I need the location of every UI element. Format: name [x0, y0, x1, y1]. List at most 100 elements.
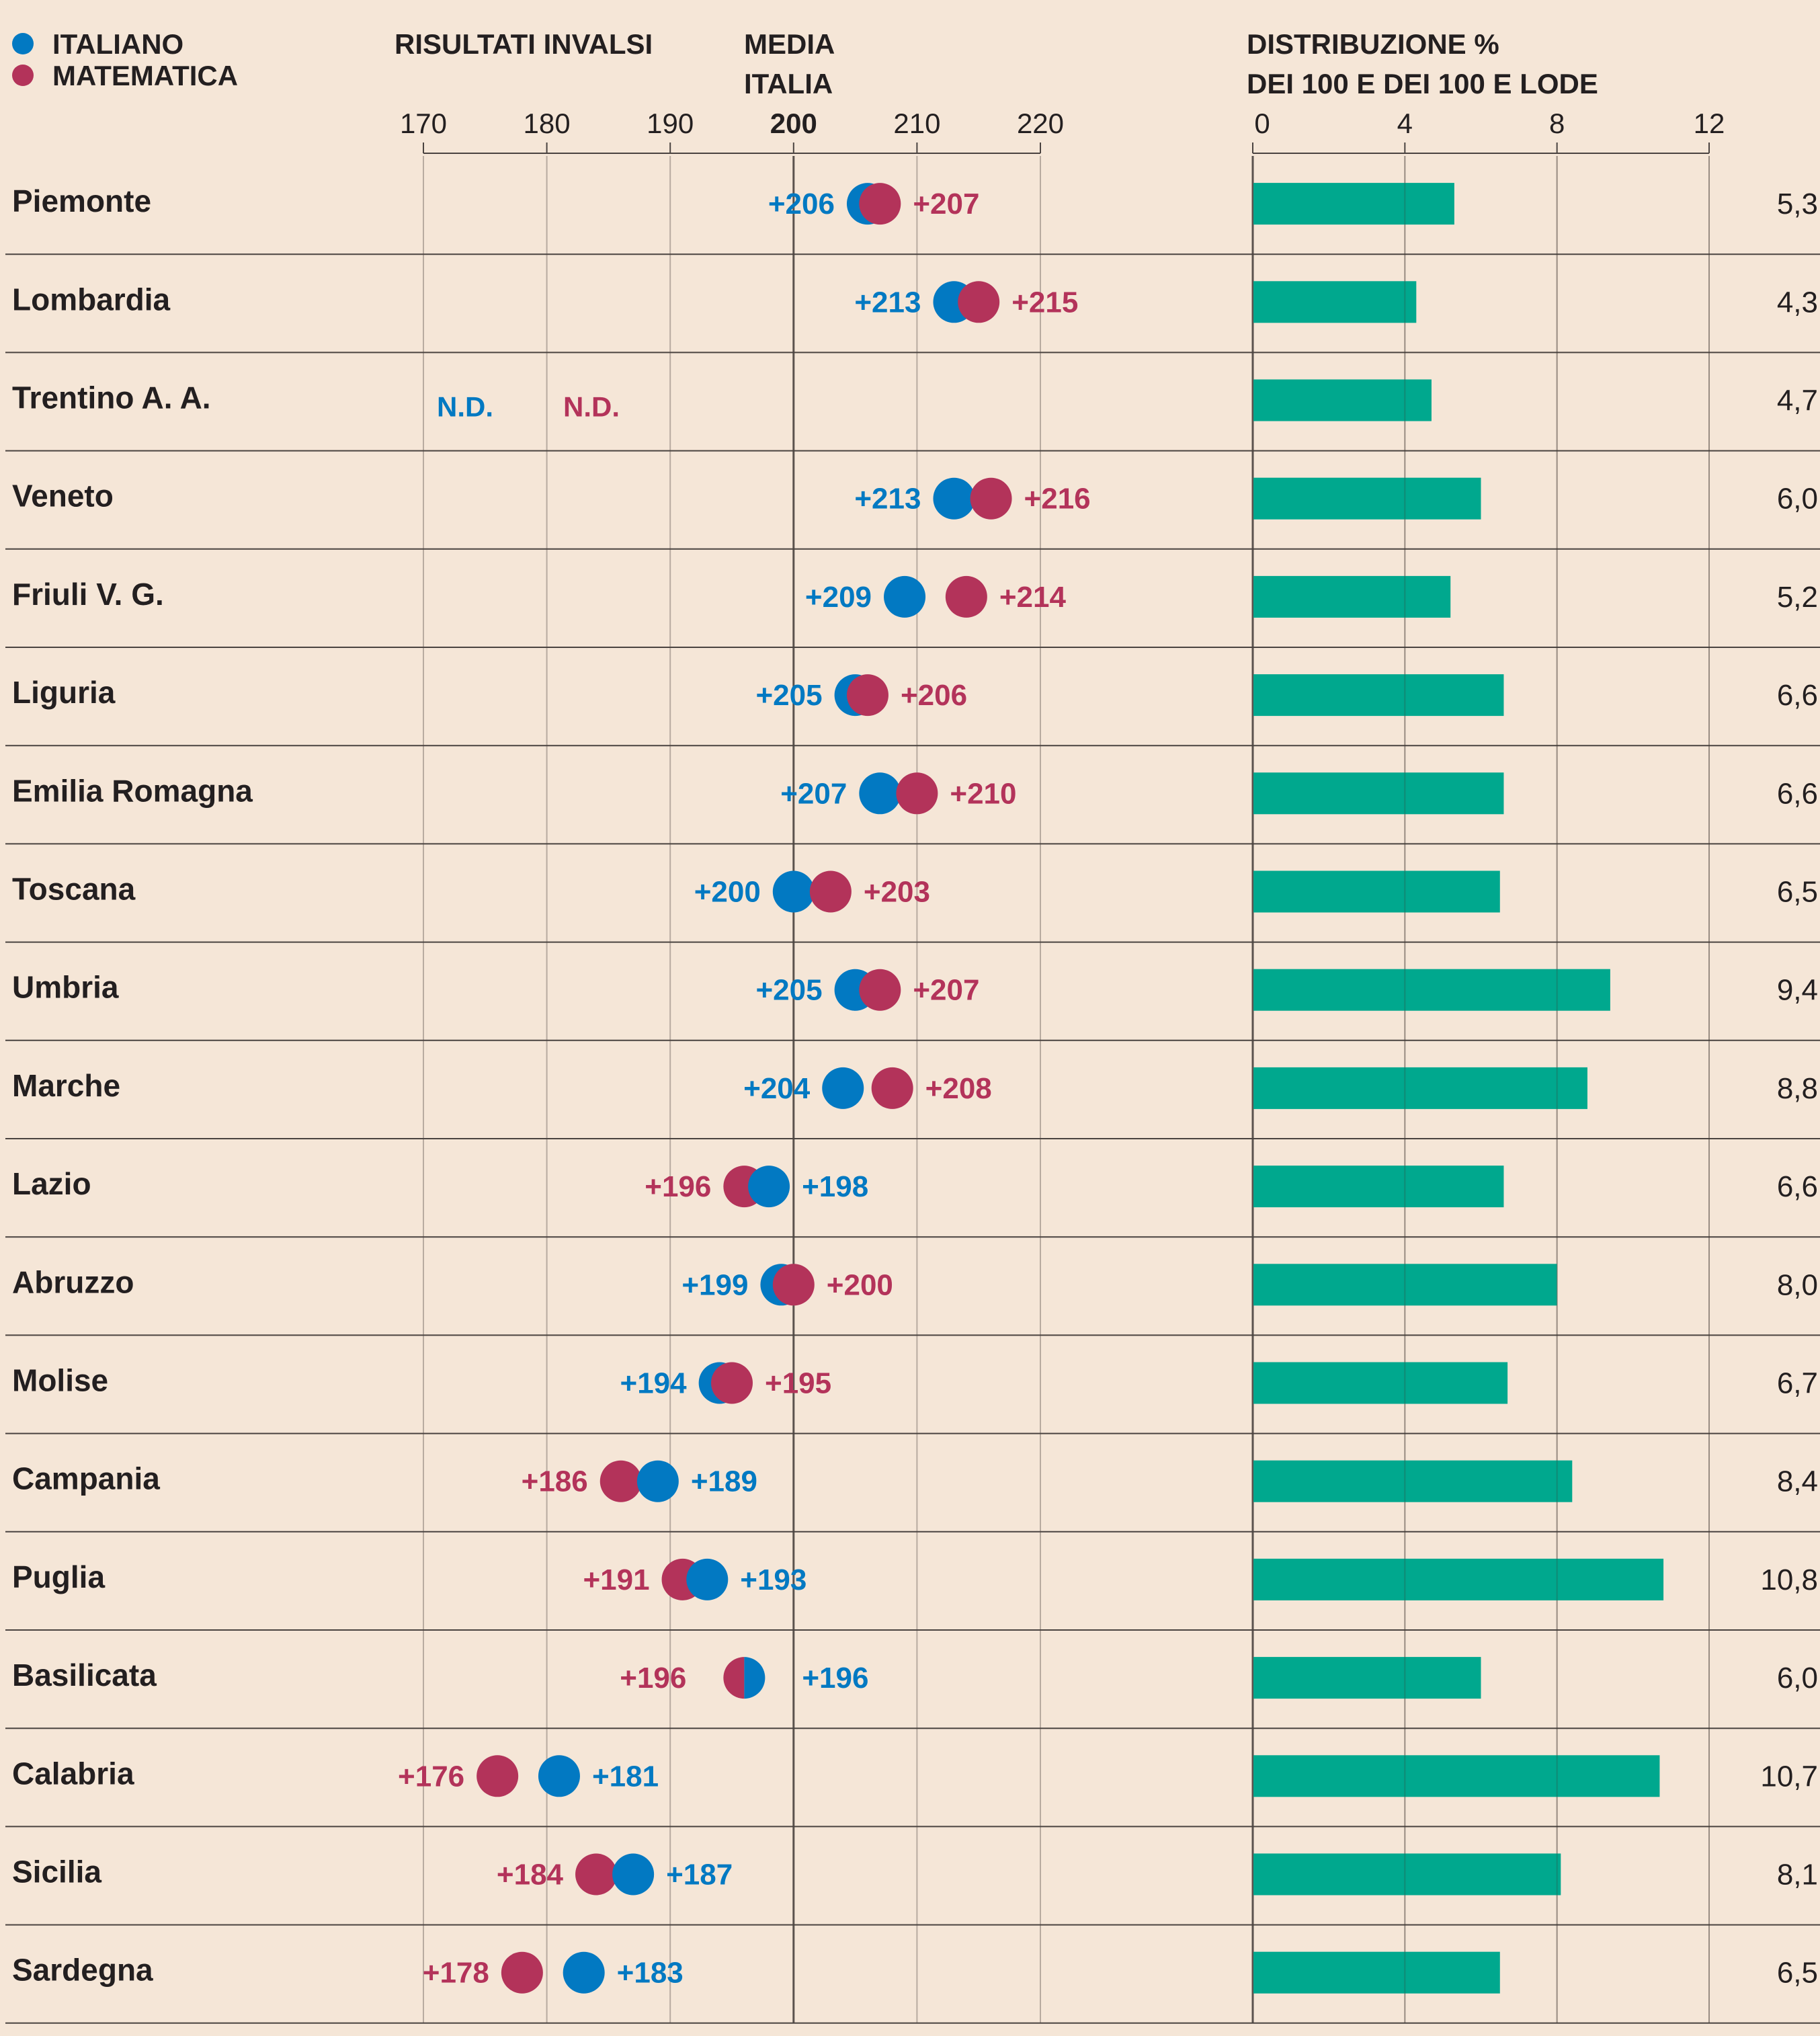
italiano-value-label: +187: [666, 1859, 733, 1891]
italiano-value-label: +213: [854, 483, 921, 516]
italiano-value-label: +206: [768, 188, 835, 220]
distribution-bar: [1253, 1460, 1573, 1502]
region-name: Veneto: [12, 479, 114, 514]
distribution-value-label: 8,8: [1777, 1072, 1818, 1105]
italiano-value-label: +199: [681, 1268, 748, 1301]
distribution-bar: [1253, 1166, 1504, 1208]
distribution-bar: [1253, 1853, 1561, 1896]
italiano-dot: [933, 477, 975, 520]
invalsi-tick-label: 170: [400, 108, 447, 139]
invalsi-tick-label: 190: [647, 108, 694, 139]
distribution-bar: [1253, 477, 1481, 520]
matematica-dot: [477, 1755, 519, 1797]
matematica-dot: [859, 969, 901, 1011]
region-row: Trentino A. A. N.D. N.D. 4,7: [5, 379, 1820, 452]
region-name: Abruzzo: [12, 1264, 134, 1299]
distribution-value-label: 4,3: [1777, 286, 1818, 319]
region-row: Campania +186 +189 8,4: [5, 1460, 1820, 1533]
region-name: Puglia: [12, 1559, 105, 1594]
distribution-bar: [1253, 183, 1454, 225]
region-row: Calabria +176 +181 10,7: [5, 1755, 1820, 1828]
matematica-value-label: +208: [925, 1072, 992, 1105]
distribution-value-label: 6,7: [1777, 1367, 1818, 1400]
region-row: Liguria +205 +206 6,6: [5, 674, 1820, 747]
distribution-bar: [1253, 1067, 1587, 1109]
distribution-value-label: 6,5: [1777, 1957, 1818, 1990]
distribution-value-label: 6,0: [1777, 1662, 1818, 1695]
region-row: Lombardia +213 +215 4,3: [5, 281, 1820, 354]
distribution-bar: [1253, 1264, 1557, 1306]
region-name: Emilia Romagna: [12, 773, 253, 808]
distribution-bar: [1253, 379, 1432, 421]
region-row: Emilia Romagna +207 +210 6,6: [5, 772, 1820, 845]
italiano-dot: [772, 870, 815, 913]
matematica-dot: [846, 674, 888, 717]
distribution-bar: [1253, 870, 1500, 913]
matematica-dot: [723, 1657, 745, 1699]
italiano-dot: [748, 1166, 790, 1208]
italiano-value-label: +181: [592, 1760, 659, 1793]
italiano-dot: [563, 1951, 605, 1994]
italiano-dot: [822, 1067, 864, 1109]
invalsi-tick-label: 220: [1017, 108, 1064, 139]
italiano-value-label: +205: [755, 974, 822, 1007]
matematica-value-label: +195: [765, 1367, 831, 1400]
distribution-tick-label: 12: [1694, 108, 1725, 139]
distribution-value-label: 5,2: [1777, 581, 1818, 614]
italiano-value-label: +189: [691, 1465, 757, 1498]
legend-italiano-label: ITALIANO: [52, 28, 183, 60]
italiano-dot: [612, 1853, 655, 1896]
media-header-line2: ITALIA: [744, 68, 833, 99]
invalsi-tick-label: 210: [893, 108, 940, 139]
matematica-dot: [945, 575, 987, 618]
matematica-value-label: +200: [827, 1268, 893, 1301]
region-name: Sicilia: [12, 1855, 101, 1889]
distribution-value-label: 6,0: [1777, 483, 1818, 516]
region-name: Basilicata: [12, 1658, 157, 1693]
invalsi-tick-label: 180: [524, 108, 571, 139]
matematica-dot: [501, 1951, 543, 1994]
distribution-bar: [1253, 772, 1504, 815]
italiano-value-label: +198: [802, 1170, 868, 1203]
matematica-missing-label: N.D.: [563, 391, 620, 423]
region-row: Marche +204 +208 8,8: [5, 1067, 1820, 1139]
region-row: Puglia +191 +193 10,8: [5, 1558, 1820, 1631]
matematica-value-label: +216: [1024, 483, 1091, 516]
legend-matematica-label: MATEMATICA: [52, 60, 238, 91]
region-rows: Piemonte +206 +207 5,3 Lombardia +213 +215 4,3 T…: [5, 156, 1820, 2024]
matematica-value-label: +206: [901, 679, 967, 712]
region-name: Trentino A. A.: [12, 380, 211, 415]
distribuzione-header-line1: DISTRIBUZIONE %: [1247, 28, 1499, 60]
distribution-bar: [1253, 1951, 1500, 1994]
italiano-value-label: +209: [805, 581, 872, 614]
italiano-dot: [636, 1460, 679, 1502]
matematica-value-label: +215: [1011, 286, 1078, 319]
distribution-value-label: 8,4: [1777, 1465, 1818, 1498]
matematica-value-label: +184: [497, 1859, 564, 1891]
matematica-value-label: +191: [583, 1563, 649, 1596]
distribution-value-label: 8,0: [1777, 1268, 1818, 1301]
matematica-value-label: +214: [999, 581, 1067, 614]
region-row: Sicilia +184 +187 8,1: [5, 1853, 1820, 1926]
distribution-bar: [1253, 1362, 1508, 1404]
distribution-value-label: 6,5: [1777, 876, 1818, 909]
invalsi-axis: 170 180 190 200 210 220: [400, 108, 1064, 2023]
italiano-dot: [859, 772, 901, 815]
matematica-dot: [871, 1067, 913, 1109]
region-name: Lazio: [12, 1166, 91, 1201]
italiano-dot: [884, 575, 926, 618]
media-header-line1: MEDIA: [744, 28, 835, 60]
legend: ITALIANO MATEMATICA: [12, 28, 238, 91]
region-row: Sardegna +178 +183 6,5: [5, 1951, 1820, 2024]
matematica-dot: [970, 477, 1012, 520]
distribution-value-label: 8,1: [1777, 1859, 1818, 1891]
matematica-value-label: +178: [423, 1957, 489, 1990]
distribution-tick-label: 0: [1254, 108, 1270, 139]
matematica-value-label: +207: [913, 974, 979, 1007]
italiano-value-label: +200: [694, 876, 761, 909]
region-name: Calabria: [12, 1756, 134, 1791]
italiano-dot: [538, 1755, 580, 1797]
matematica-dot: [958, 281, 1000, 323]
italiano-value-label: +204: [743, 1072, 811, 1105]
